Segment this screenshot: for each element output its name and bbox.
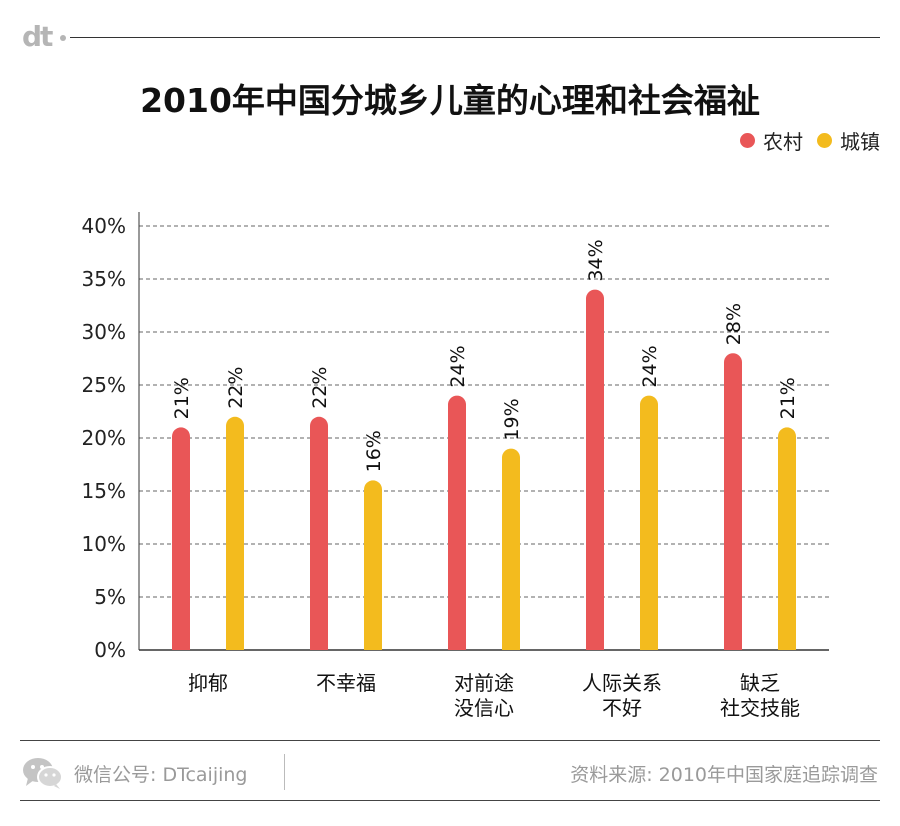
chart-legend: 农村 城镇 xyxy=(726,126,880,155)
bar-base xyxy=(640,632,658,650)
footer-rule-top xyxy=(20,740,880,741)
header-rule xyxy=(70,37,880,38)
bar-base xyxy=(226,632,244,650)
bar-base xyxy=(724,632,742,650)
wechat-account: 微信公号: DTcaijing xyxy=(74,764,248,786)
x-tick-label: 社交技能 xyxy=(720,696,800,720)
footer-rule-bottom xyxy=(20,800,880,801)
x-tick-label: 不幸福 xyxy=(316,671,376,695)
legend-label-urban: 城镇 xyxy=(840,130,880,154)
bar xyxy=(310,416,328,650)
data-label: 21% xyxy=(171,377,193,419)
y-tick-label: 30% xyxy=(82,320,126,344)
legend-swatch-urban xyxy=(817,133,832,148)
chart-title: 2010年中国分城乡儿童的心理和社会福祉 xyxy=(140,81,760,120)
bar-base xyxy=(448,632,466,650)
legend-item-urban: 城镇 xyxy=(817,126,880,155)
x-tick-label: 不好 xyxy=(602,696,642,720)
data-label: 34% xyxy=(585,239,607,281)
bar xyxy=(226,416,244,650)
bar xyxy=(640,395,658,650)
bar xyxy=(172,427,190,650)
data-label: 19% xyxy=(501,398,523,440)
legend-item-rural: 农村 xyxy=(740,126,803,155)
data-label: 28% xyxy=(723,303,745,345)
x-tick-label: 抑郁 xyxy=(188,671,228,695)
bar-base xyxy=(586,632,604,650)
bar xyxy=(778,427,796,650)
logo-dot xyxy=(60,35,66,41)
legend-swatch-rural xyxy=(740,133,755,148)
y-tick-label: 5% xyxy=(94,585,126,609)
wechat-icon xyxy=(23,758,63,789)
bar xyxy=(448,395,466,650)
footer-separator xyxy=(284,754,285,790)
data-label: 22% xyxy=(225,367,247,409)
bar xyxy=(364,480,382,650)
data-source: 资料来源: 2010年中国家庭追踪调查 xyxy=(570,764,878,786)
data-label: 24% xyxy=(447,345,469,387)
bar-base xyxy=(778,632,796,650)
y-tick-label: 25% xyxy=(82,373,126,397)
bar-base xyxy=(502,632,520,650)
dt-logo: dt xyxy=(22,20,53,53)
y-tick-label: 40% xyxy=(82,214,126,238)
x-tick-label: 缺乏 xyxy=(740,671,780,695)
x-tick-label: 没信心 xyxy=(454,696,514,720)
y-tick-label: 20% xyxy=(82,426,126,450)
y-tick-label: 0% xyxy=(94,638,126,662)
bar xyxy=(724,353,742,650)
y-tick-label: 10% xyxy=(82,532,126,556)
bar xyxy=(586,289,604,650)
bar-base xyxy=(364,632,382,650)
data-label: 16% xyxy=(363,430,385,472)
bar xyxy=(502,448,520,650)
data-label: 22% xyxy=(309,367,331,409)
y-tick-label: 15% xyxy=(82,479,126,503)
data-label: 21% xyxy=(777,377,799,419)
y-tick-label: 35% xyxy=(82,267,126,291)
bar-chart: 0% 5% 10% 15% 20% 25% 30% 35% 40% 21% 22% 抑郁 22% 16% 不… xyxy=(82,212,829,720)
data-label: 24% xyxy=(639,345,661,387)
x-tick-label: 人际关系 xyxy=(582,671,662,695)
legend-label-rural: 农村 xyxy=(763,130,803,154)
bar-base xyxy=(310,632,328,650)
x-tick-label: 对前途 xyxy=(454,671,514,695)
bar-base xyxy=(172,632,190,650)
